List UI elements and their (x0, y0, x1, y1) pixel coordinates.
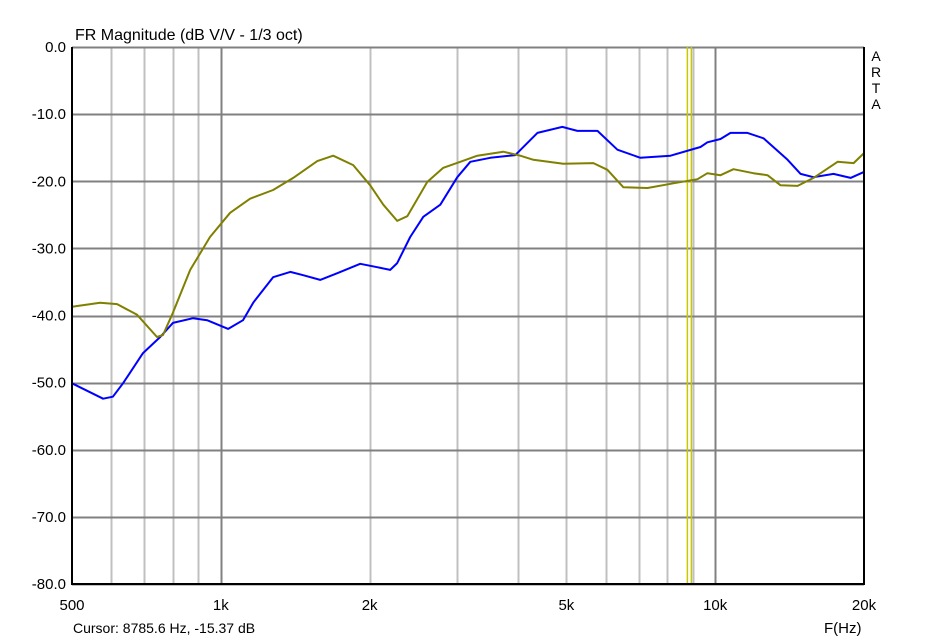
x-tick-label: 5k (558, 597, 574, 614)
series-line-2 (71, 150, 865, 338)
x-tick-labels: 500 1k 2k 5k 10k 20k (59, 597, 876, 614)
x-tick-label: 1k (213, 597, 229, 614)
watermark-letter: R (871, 64, 881, 80)
y-tick-label: -80.0 (32, 576, 66, 593)
x-tick-label: 10k (703, 597, 728, 614)
y-tick-labels: 0.0 -10.0 -20.0 -30.0 -40.0 -50.0 -60.0 -70.0 -8… (32, 39, 66, 593)
y-tick-label: -50.0 (32, 375, 66, 392)
series-line-1 (71, 125, 865, 400)
y-tick-label: -40.0 (32, 308, 66, 325)
x-tick-label: 20k (852, 597, 877, 614)
y-tick-label: -30.0 (32, 240, 66, 257)
y-tick-label: -70.0 (32, 509, 66, 526)
x-axis-label: F(Hz) (824, 620, 862, 637)
watermark-letter: T (872, 80, 881, 96)
x-tick-label: 500 (59, 597, 84, 614)
plot-frame (71, 47, 865, 585)
chart-title: FR Magnitude (dB V/V - 1/3 oct) (75, 27, 303, 44)
y-tick-label: -60.0 (32, 442, 66, 459)
axes-frame (71, 47, 865, 585)
series-group (71, 125, 865, 400)
y-tick-label: -20.0 (32, 173, 66, 190)
watermark-letter: A (871, 96, 881, 112)
grid (72, 46, 864, 586)
y-tick-label: -10.0 (32, 106, 66, 123)
y-tick-label: 0.0 (45, 39, 66, 56)
cursor-line[interactable] (686, 47, 693, 584)
cursor-readout: Cursor: 8785.6 Hz, -15.37 dB (73, 620, 255, 636)
x-tick-label: 2k (362, 597, 378, 614)
watermark-letter: A (871, 48, 881, 64)
